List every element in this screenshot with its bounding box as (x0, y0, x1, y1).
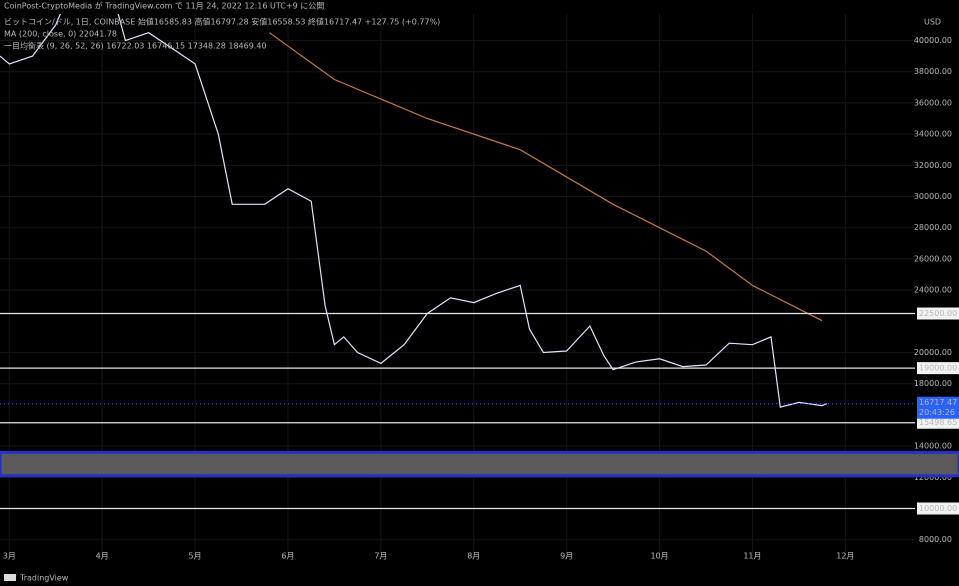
legend-line: MA (200, close, 0) 22041.78 (4, 30, 117, 39)
y-tick-label: 26000.00 (914, 254, 952, 263)
x-tick-label: 11月 (743, 552, 761, 561)
y-tick-label: 18000.00 (914, 379, 952, 388)
x-tick-label: 5月 (189, 552, 202, 561)
level-label: 19000.00 (919, 364, 957, 373)
price-label-box (917, 396, 959, 419)
zone (0, 450, 959, 478)
level-label-box (917, 362, 959, 375)
y-tick-label: 32000.00 (914, 161, 952, 170)
y-tick-label: 14000.00 (914, 442, 952, 451)
logo (4, 574, 16, 581)
x-tick-label: 7月 (374, 552, 387, 561)
y-tick-label: 36000.00 (914, 98, 952, 107)
banner: CoinPost-CryptoMedia が TradingView.com で… (4, 1, 324, 11)
x-tick-label: 6月 (281, 552, 294, 561)
level-label-box (917, 307, 959, 320)
level-label: 15498.65 (919, 418, 957, 427)
y-tick-label: 28000.00 (914, 223, 952, 232)
y-tick-label: 40000.00 (914, 36, 952, 45)
y-tick-label: 8000.00 (919, 535, 952, 544)
legend-line: 一目均衡表 (9, 26, 52, 26) 16722.03 16746.15 … (4, 41, 267, 51)
level-label-box (917, 416, 959, 429)
footer: TradingView (19, 574, 69, 583)
x-tick-label: 3月 (3, 552, 16, 561)
price-label: 16717.47 (919, 398, 957, 407)
y-tick-label: 38000.00 (914, 67, 952, 76)
series-line (0, 14, 828, 408)
countdown: 20:43:26 (919, 408, 955, 417)
y-tick-label: 24000.00 (914, 286, 952, 295)
level-label-box (917, 502, 959, 515)
legend-line: ビットコイン/ドル, 1日, COINBASE 始値16585.83 高値167… (4, 17, 440, 27)
y-tick-label: 12000.00 (914, 473, 952, 482)
level-label: 10000.00 (919, 504, 957, 513)
x-tick-label: 10月 (650, 552, 668, 561)
x-tick-label: 8月 (467, 552, 480, 561)
level-label: 22500.00 (919, 309, 957, 318)
y-tick-label: 34000.00 (914, 130, 952, 139)
y-tick-label: 20000.00 (914, 348, 952, 357)
x-tick-label: 9月 (560, 552, 573, 561)
y-tick-label: 30000.00 (914, 192, 952, 201)
x-tick-label: 4月 (96, 552, 109, 561)
x-tick-label: 12月 (836, 552, 854, 561)
series-line (269, 32, 823, 322)
currency: USD (924, 18, 941, 27)
